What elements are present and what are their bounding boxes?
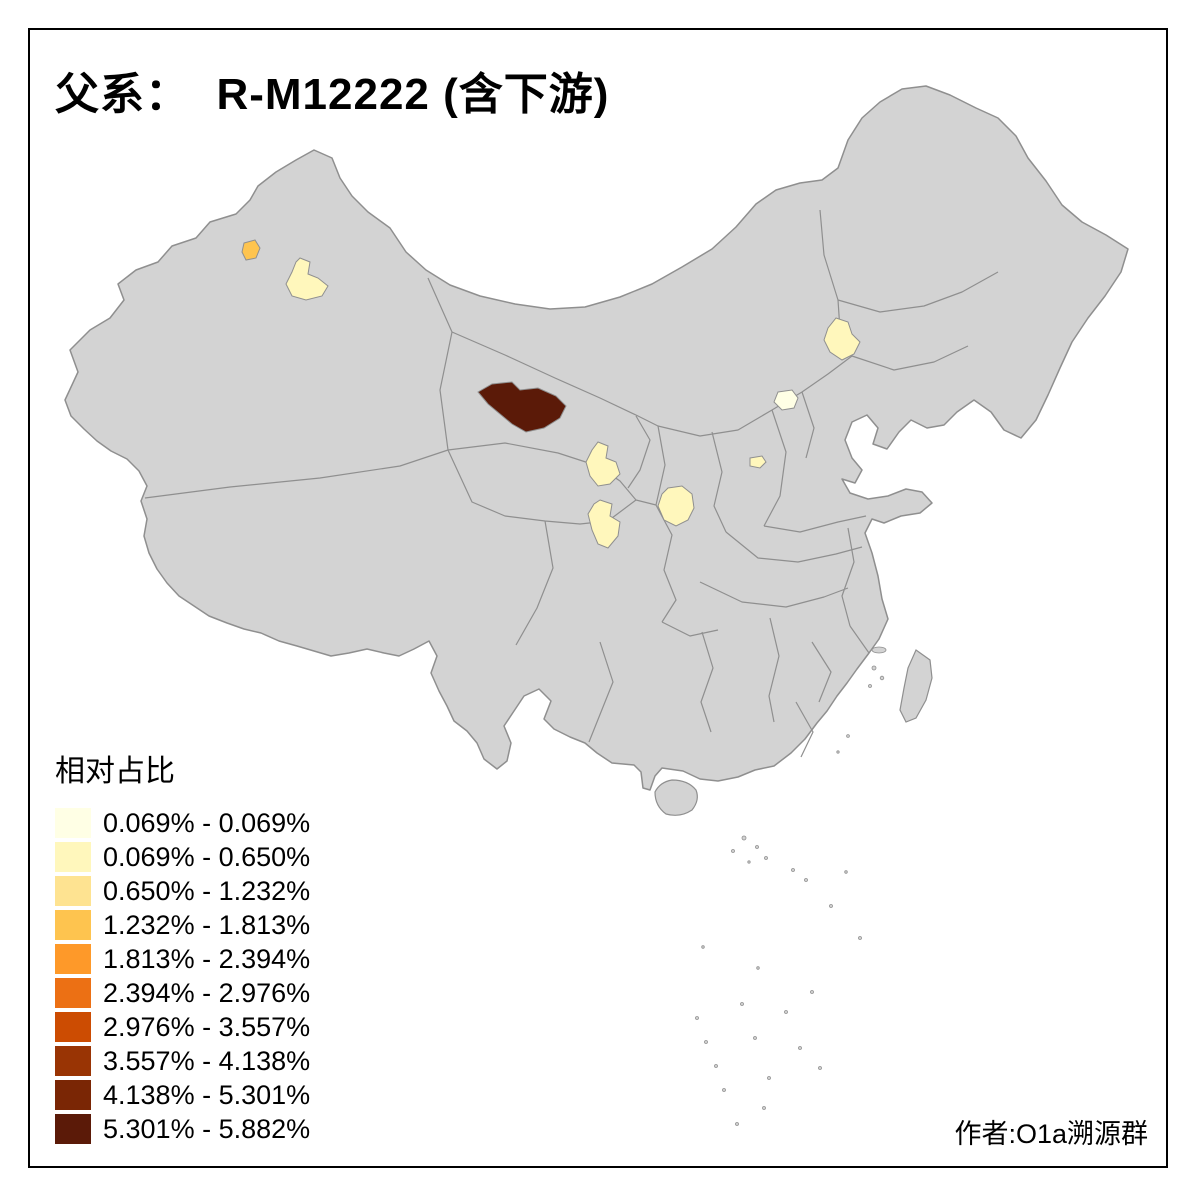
- region-south-gansu: [585, 441, 621, 487]
- south-china-sea-islands: [695, 835, 862, 1126]
- legend-label: 2.976% - 3.557%: [103, 1011, 311, 1042]
- legend-label: 5.301% - 5.882%: [103, 1113, 311, 1144]
- legend-row: 4.138% - 5.301%: [55, 1078, 310, 1112]
- legend-swatch: [55, 978, 91, 1008]
- legend-swatch: [55, 944, 91, 974]
- legend-swatch: [55, 876, 91, 906]
- region-central-shanxi-spot: [749, 455, 767, 469]
- legend-label: 1.232% - 1.813%: [103, 909, 311, 940]
- region-west-liaoning: [823, 317, 861, 361]
- coastal-islands: [836, 646, 887, 754]
- figure-title: 父系： R-M12222 (含下游): [55, 70, 610, 119]
- legend-label: 3.557% - 4.138%: [103, 1045, 311, 1076]
- attribution: 作者:O1a溯源群: [954, 1119, 1148, 1149]
- legend-swatch: [55, 1114, 91, 1144]
- region-central-xinjiang: [285, 257, 329, 301]
- legend-swatch: [55, 1080, 91, 1110]
- legend-swatch-icon: [55, 1046, 91, 1076]
- legend-swatch: [55, 1012, 91, 1042]
- legend-swatch: [55, 842, 91, 872]
- legend-swatch: [55, 808, 91, 838]
- legend-row: 3.557% - 4.138%: [55, 1044, 310, 1078]
- legend-swatch-icon: [55, 1114, 91, 1144]
- legend-swatch: [55, 1046, 91, 1076]
- legend-row: 1.232% - 1.813%: [55, 908, 310, 942]
- legend-label: 2.394% - 2.976%: [103, 977, 311, 1008]
- region-north-sichuan: [587, 499, 621, 549]
- region-south-shaanxi: [657, 485, 695, 527]
- region-north-xinjiang-spot: [241, 239, 261, 261]
- legend-swatch: [55, 910, 91, 940]
- legend-label: 4.138% - 5.301%: [103, 1079, 311, 1110]
- legend-row: 2.976% - 3.557%: [55, 1010, 310, 1044]
- legend-label: 0.069% - 0.650%: [103, 841, 311, 872]
- legend-row: 0.069% - 0.650%: [55, 840, 310, 874]
- taiwan-island: [899, 649, 933, 723]
- legend-label: 0.069% - 0.069%: [103, 807, 311, 838]
- legend-row: 1.813% - 2.394%: [55, 942, 310, 976]
- legend-swatch-icon: [55, 842, 91, 872]
- legend-swatch-icon: [55, 1012, 91, 1042]
- legend-swatch-icon: [55, 910, 91, 940]
- legend-label: 1.813% - 2.394%: [103, 943, 311, 974]
- legend-row: 5.301% - 5.882%: [55, 1112, 310, 1146]
- region-beijing-area: [773, 389, 799, 411]
- legend-label: 0.650% - 1.232%: [103, 875, 311, 906]
- legend: 相对占比 0.069% - 0.069% 0.069% - 0.650% 0.6…: [55, 746, 310, 1146]
- hainan-island: [654, 779, 698, 816]
- region-hexi-corridor-gansu: [477, 381, 567, 433]
- legend-row: 0.650% - 1.232%: [55, 874, 310, 908]
- legend-swatch-icon: [55, 808, 91, 838]
- legend-title: 相对占比: [55, 755, 175, 788]
- legend-swatch-icon: [55, 876, 91, 906]
- legend-row: 0.069% - 0.069%: [55, 806, 310, 840]
- legend-swatch-icon: [55, 1080, 91, 1110]
- china-mainland: [64, 85, 1129, 791]
- legend-swatch-icon: [55, 944, 91, 974]
- legend-swatch-icon: [55, 978, 91, 1008]
- legend-row: 2.394% - 2.976%: [55, 976, 310, 1010]
